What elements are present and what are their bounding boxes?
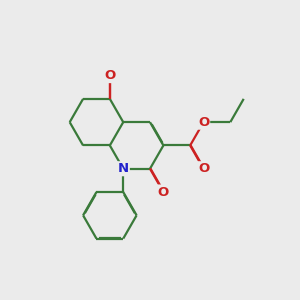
Text: O: O [198,162,209,175]
Text: O: O [158,185,169,199]
Text: O: O [104,69,116,82]
Text: O: O [198,116,209,129]
Text: N: N [118,162,129,175]
